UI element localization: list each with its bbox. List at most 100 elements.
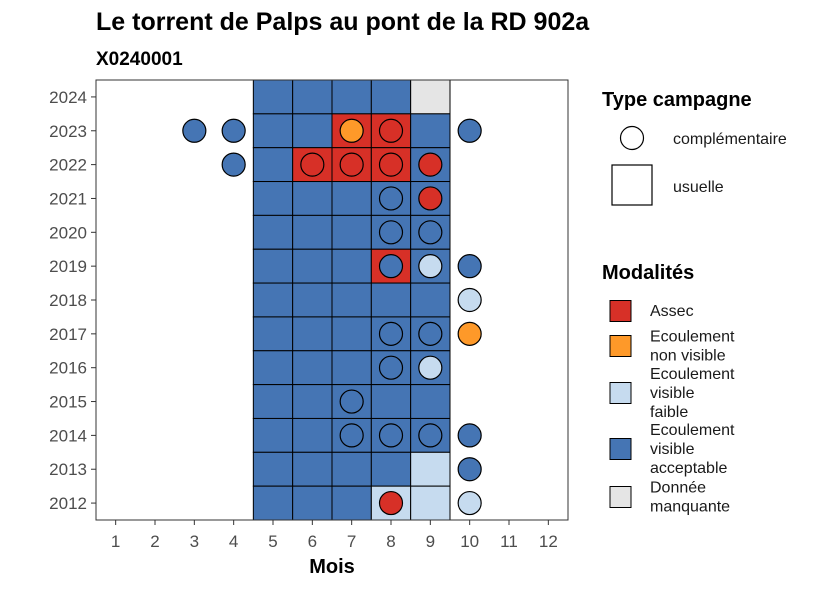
tile-2024-5-ecoulement-visible-acceptable	[252, 79, 294, 115]
tile-2024-8-ecoulement-visible-acceptable	[370, 79, 412, 115]
x-tick-label-11: 11	[500, 532, 518, 551]
point-2022-8-assec	[378, 152, 404, 177]
y-tick-label-2020: 2020	[49, 223, 87, 242]
point-2013-10-ecoulement-visible-acceptable	[457, 457, 482, 482]
y-tick-label-2016: 2016	[49, 359, 87, 378]
tile-2021-7-ecoulement-visible-acceptable	[331, 181, 372, 216]
legend-circle-icon	[619, 125, 645, 151]
point-2019-9-ecoulement-visible-faible	[418, 254, 443, 279]
legend-type-label-complementaire: complémentaire	[673, 131, 787, 148]
tile-2013-8-ecoulement-visible-acceptable	[370, 451, 412, 487]
chart-title: Le torrent de Palps au pont de la RD 902…	[96, 8, 590, 36]
tile-2012-7-ecoulement-visible-acceptable	[331, 485, 372, 521]
tile-2018-5-ecoulement-visible-acceptable	[252, 282, 294, 318]
legend-label-ecoulement-non-visible-line-1: non visible	[650, 348, 726, 365]
tile-2014-6-ecoulement-visible-acceptable	[292, 417, 333, 453]
x-tick-label-5: 5	[268, 532, 277, 551]
point-2022-6-assec	[300, 152, 325, 177]
tile-2022-5-ecoulement-visible-acceptable	[252, 147, 294, 183]
point-2022-4-ecoulement-visible-acceptable	[221, 152, 246, 177]
point-2023-4-ecoulement-visible-acceptable	[221, 118, 246, 143]
legend-key-ecoulement-non-visible	[609, 335, 632, 357]
x-tick-label-12: 12	[539, 532, 558, 551]
legend-label-donnee-manquante-line-1: manquante	[650, 499, 730, 516]
point-2014-10-ecoulement-visible-acceptable	[457, 423, 482, 448]
y-axis: 2012 2013 2014 2015 2016 2017 2018 2019 2020 2021…	[49, 88, 96, 513]
y-tick-label-2012: 2012	[49, 494, 87, 513]
legend-type-label-usuelle: usuelle	[673, 179, 724, 196]
tile-2019-7-ecoulement-visible-acceptable	[331, 248, 372, 284]
legend-label-ecoulement-visible-acceptable-line-2: acceptable	[650, 460, 727, 477]
tile-2019-6-ecoulement-visible-acceptable	[292, 248, 333, 284]
legend-label-ecoulement-visible-faible-line-1: visible	[650, 385, 695, 402]
legend-square-icon	[611, 164, 653, 206]
point-2014-8-ecoulement-visible-acceptable	[378, 423, 404, 448]
tile-2019-5-ecoulement-visible-acceptable	[252, 248, 294, 284]
legend-label-ecoulement-visible-acceptable-line-0: Ecoulement	[650, 422, 735, 439]
tile-2024-6-ecoulement-visible-acceptable	[292, 79, 333, 115]
tile-2016-7-ecoulement-visible-acceptable	[331, 350, 372, 386]
tile-2020-5-ecoulement-visible-acceptable	[252, 214, 294, 250]
y-tick-label-2017: 2017	[49, 325, 87, 344]
point-2023-7-ecoulement-non-visible	[339, 118, 364, 143]
tile-2018-6-ecoulement-visible-acceptable	[292, 282, 333, 318]
y-tick-label-2022: 2022	[49, 156, 87, 175]
point-2022-7-assec	[339, 152, 364, 177]
tile-2021-5-ecoulement-visible-acceptable	[252, 181, 294, 216]
y-tick-label-2013: 2013	[49, 460, 87, 479]
tile-2013-5-ecoulement-visible-acceptable	[252, 451, 294, 487]
tile-2015-6-ecoulement-visible-acceptable	[292, 384, 333, 419]
tile-2016-5-ecoulement-visible-acceptable	[252, 350, 294, 386]
tile-2015-9-ecoulement-visible-acceptable	[410, 384, 451, 419]
x-tick-label-9: 9	[426, 532, 435, 551]
point-2023-8-assec	[378, 118, 404, 143]
legend-label-ecoulement-visible-acceptable-line-1: visible	[650, 441, 695, 458]
point-2021-8-ecoulement-visible-acceptable	[378, 186, 404, 211]
chart-subtitle: X0240001	[96, 49, 183, 70]
x-tick-label-1: 1	[111, 532, 120, 551]
y-tick-label-2024: 2024	[49, 88, 87, 107]
point-2022-9-assec	[418, 152, 443, 177]
tile-2017-6-ecoulement-visible-acceptable	[292, 316, 333, 352]
tile-2013-9-ecoulement-visible-faible	[410, 451, 451, 487]
tile-2020-7-ecoulement-visible-acceptable	[331, 214, 372, 250]
legend-label-assec-line-0: Assec	[650, 303, 694, 320]
legend-label-donnee-manquante-line-0: Donnée	[650, 480, 706, 497]
point-2019-8-ecoulement-visible-acceptable	[378, 254, 404, 279]
tile-2016-6-ecoulement-visible-acceptable	[292, 350, 333, 386]
point-2017-10-ecoulement-non-visible	[457, 321, 482, 346]
y-tick-label-2021: 2021	[49, 189, 87, 208]
legend-label-ecoulement-non-visible-line-0: Ecoulement	[650, 329, 735, 346]
point-2023-10-ecoulement-visible-acceptable	[457, 118, 482, 143]
tile-2023-9-ecoulement-visible-acceptable	[410, 113, 451, 149]
tile-2024-9-donnee-manquante	[410, 79, 451, 115]
tiles-layer	[252, 79, 451, 521]
x-tick-label-6: 6	[308, 532, 317, 551]
x-tick-label-10: 10	[460, 532, 479, 551]
tile-2021-6-ecoulement-visible-acceptable	[292, 181, 333, 216]
point-2017-8-ecoulement-visible-acceptable	[378, 321, 404, 346]
y-tick-label-2023: 2023	[49, 122, 87, 141]
point-2018-10-ecoulement-visible-faible	[457, 287, 482, 313]
point-2012-8-assec	[378, 490, 404, 516]
point-2012-10-ecoulement-visible-faible	[457, 490, 482, 516]
point-2019-10-ecoulement-visible-acceptable	[457, 254, 482, 279]
tile-2023-5-ecoulement-visible-acceptable	[252, 113, 294, 149]
point-2017-9-ecoulement-visible-acceptable	[418, 321, 443, 346]
point-2021-9-assec	[418, 186, 443, 211]
point-2014-9-ecoulement-visible-acceptable	[418, 423, 443, 448]
tile-2012-9-ecoulement-visible-faible	[410, 485, 451, 521]
tile-2018-8-ecoulement-visible-acceptable	[370, 282, 412, 318]
x-tick-label-4: 4	[229, 532, 238, 551]
x-tick-label-8: 8	[386, 532, 395, 551]
tile-2015-5-ecoulement-visible-acceptable	[252, 384, 294, 419]
tile-2023-6-ecoulement-visible-acceptable	[292, 113, 333, 149]
legend-type-title: Type campagne	[602, 89, 752, 111]
y-tick-label-2019: 2019	[49, 257, 87, 276]
y-tick-label-2014: 2014	[49, 426, 87, 445]
tile-2015-8-ecoulement-visible-acceptable	[370, 384, 412, 419]
x-tick-label-7: 7	[347, 532, 356, 551]
point-2020-8-ecoulement-visible-acceptable	[378, 220, 404, 245]
